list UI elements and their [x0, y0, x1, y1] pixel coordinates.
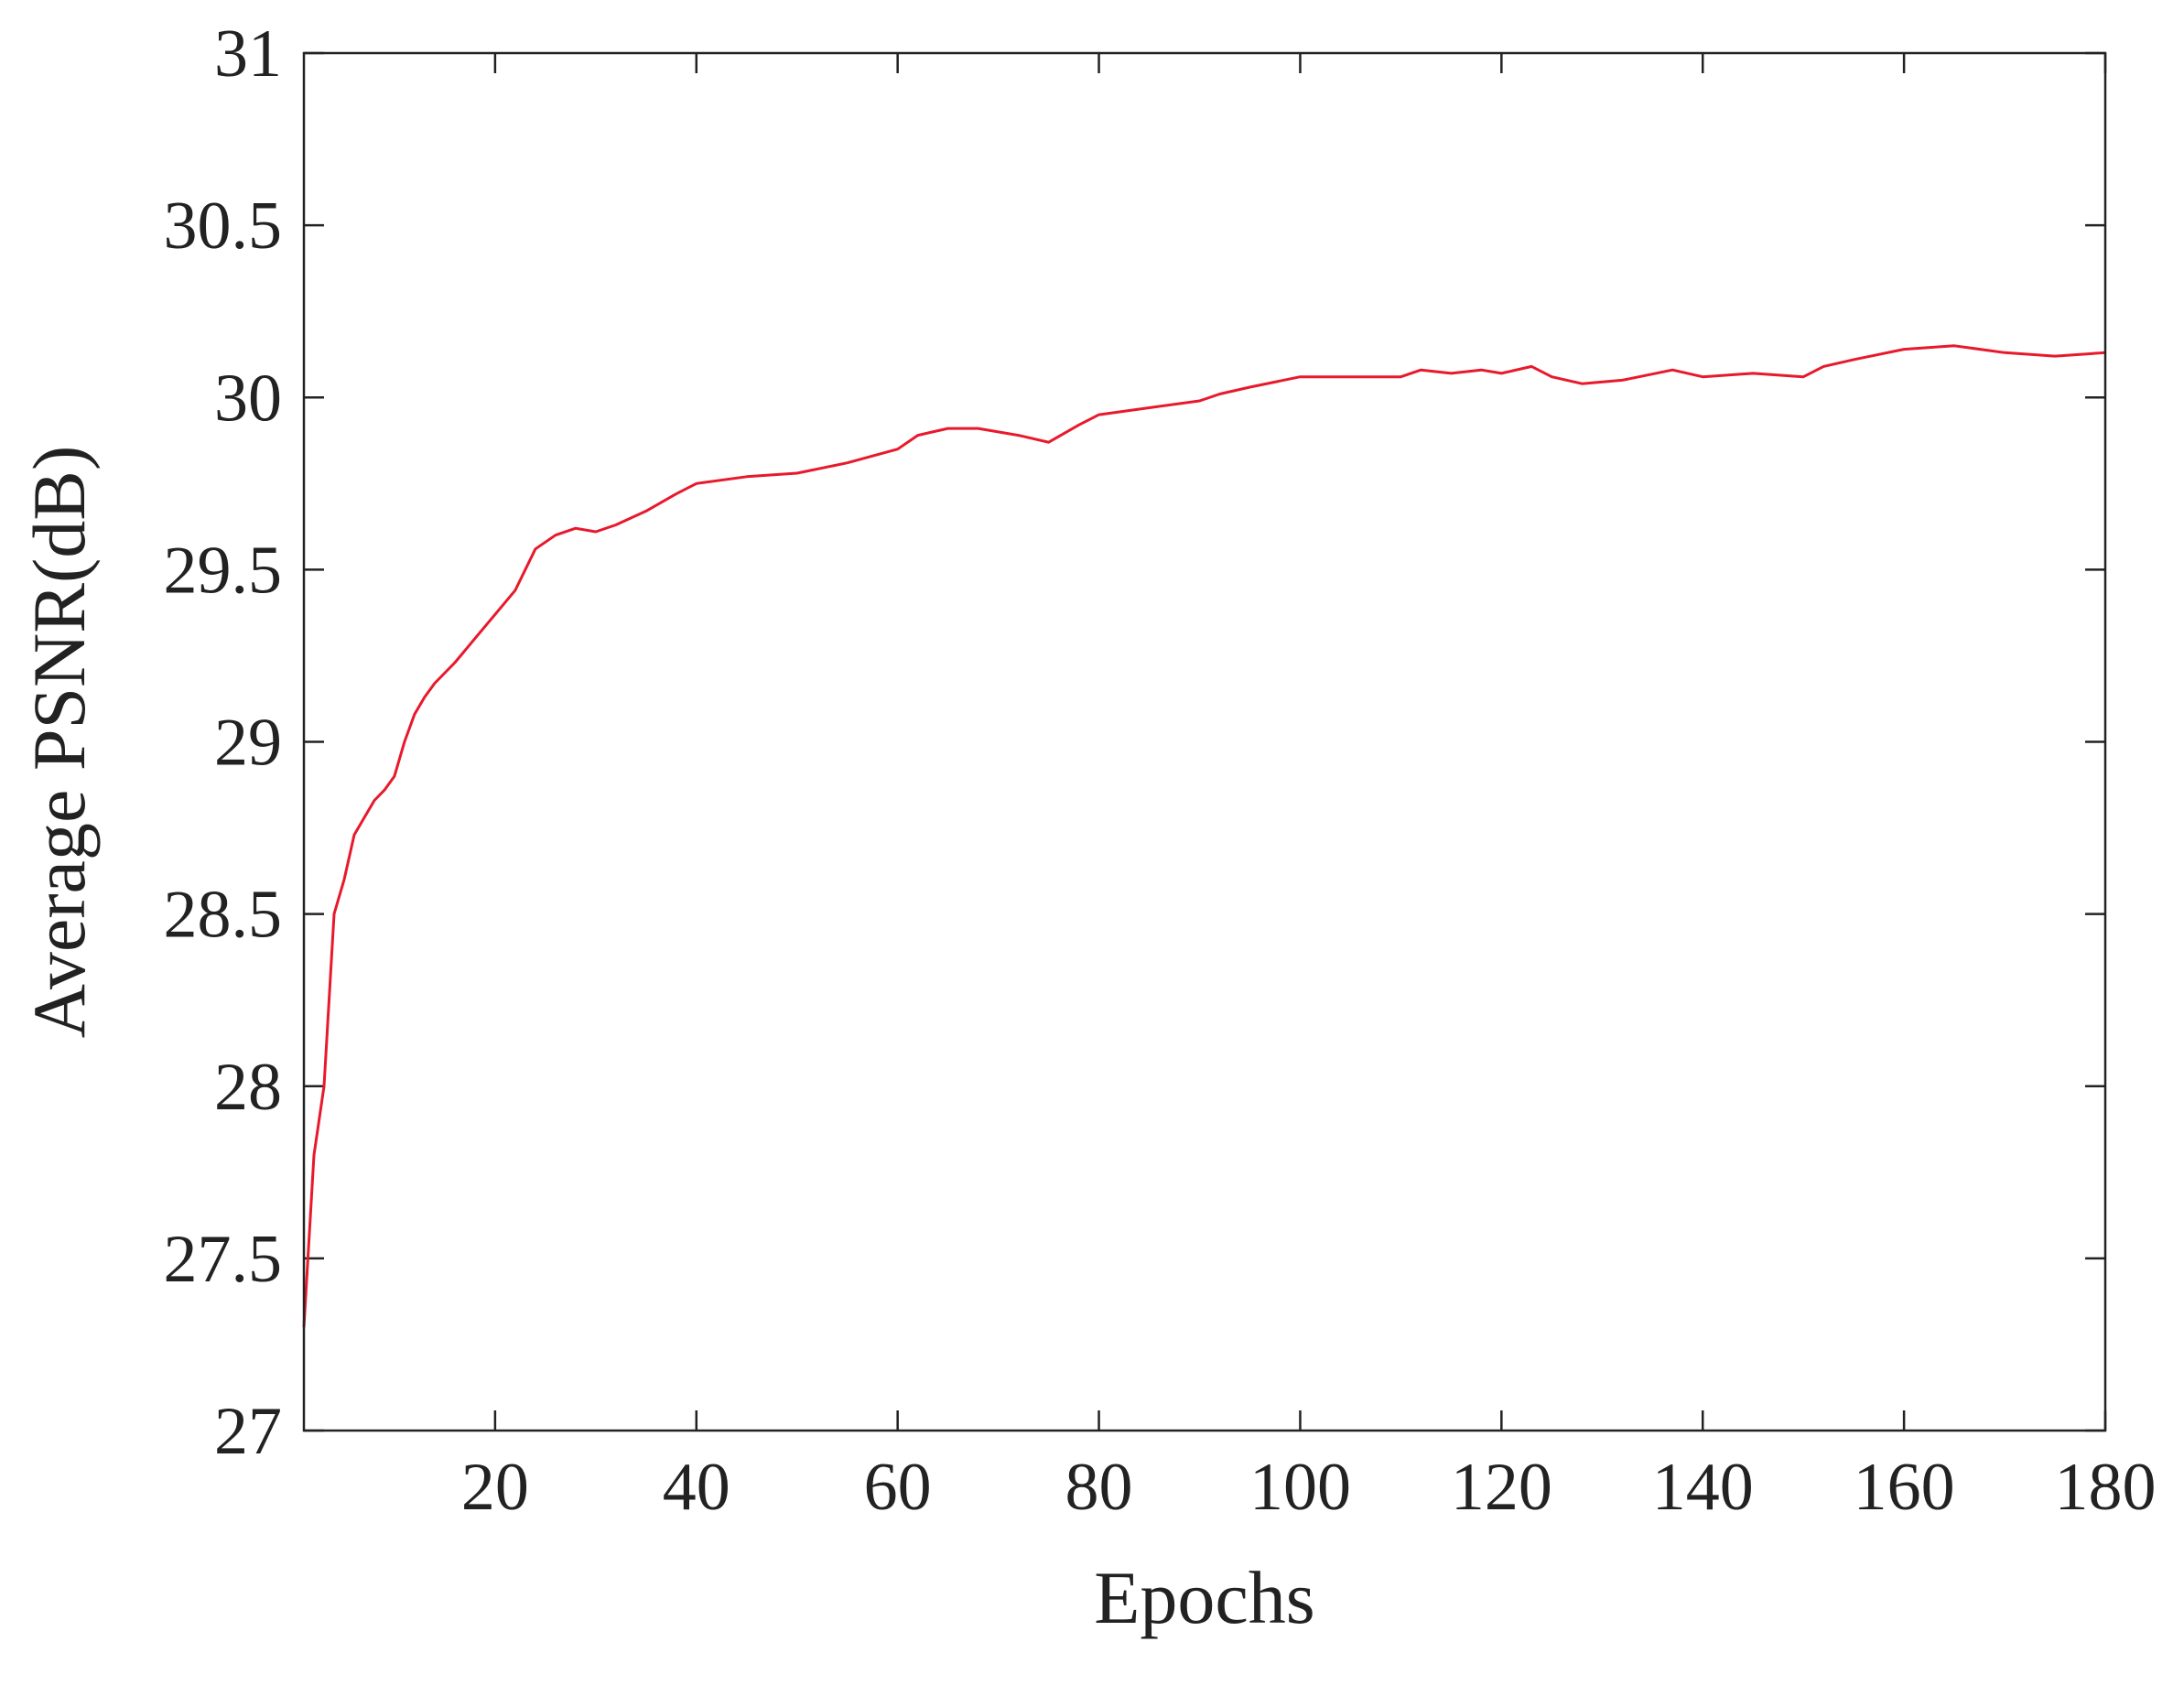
plot-frame [302, 51, 2107, 1432]
x-tick-label: 140 [1652, 1450, 1754, 1525]
x-tick-label: 80 [1065, 1450, 1133, 1525]
x-tick-label: 20 [461, 1450, 529, 1525]
tick-marks [304, 51, 2107, 1432]
x-tick-label: 100 [1249, 1450, 1351, 1525]
x-tick-label: 180 [2055, 1450, 2157, 1525]
y-tick-label: 29 [214, 706, 282, 781]
x-tick-label: 160 [1854, 1450, 1955, 1525]
y-axis-title: Average PSNR(dB) [17, 446, 101, 1039]
y-tick-label: 30.5 [164, 189, 283, 264]
psnr-series-line [302, 344, 2106, 1328]
y-tick-label: 31 [214, 16, 282, 92]
y-tick-label: 27.5 [164, 1222, 283, 1297]
tick-labels: 27 27.5 28 28.5 29 29.5 30 30.5 31 20 40 60 80 100 120… [164, 16, 2157, 1525]
x-axis-title: Epochs [1094, 1556, 1314, 1639]
y-tick-label: 28.5 [164, 878, 283, 953]
y-tick-label: 29.5 [164, 533, 283, 608]
x-tick-label: 40 [663, 1450, 730, 1525]
x-tick-label: 120 [1451, 1450, 1552, 1525]
x-tick-label: 60 [864, 1450, 932, 1525]
series-layer [302, 344, 2106, 1328]
y-tick-label: 28 [214, 1050, 282, 1125]
y-tick-label: 30 [214, 361, 282, 436]
y-tick-label: 27 [214, 1394, 282, 1469]
